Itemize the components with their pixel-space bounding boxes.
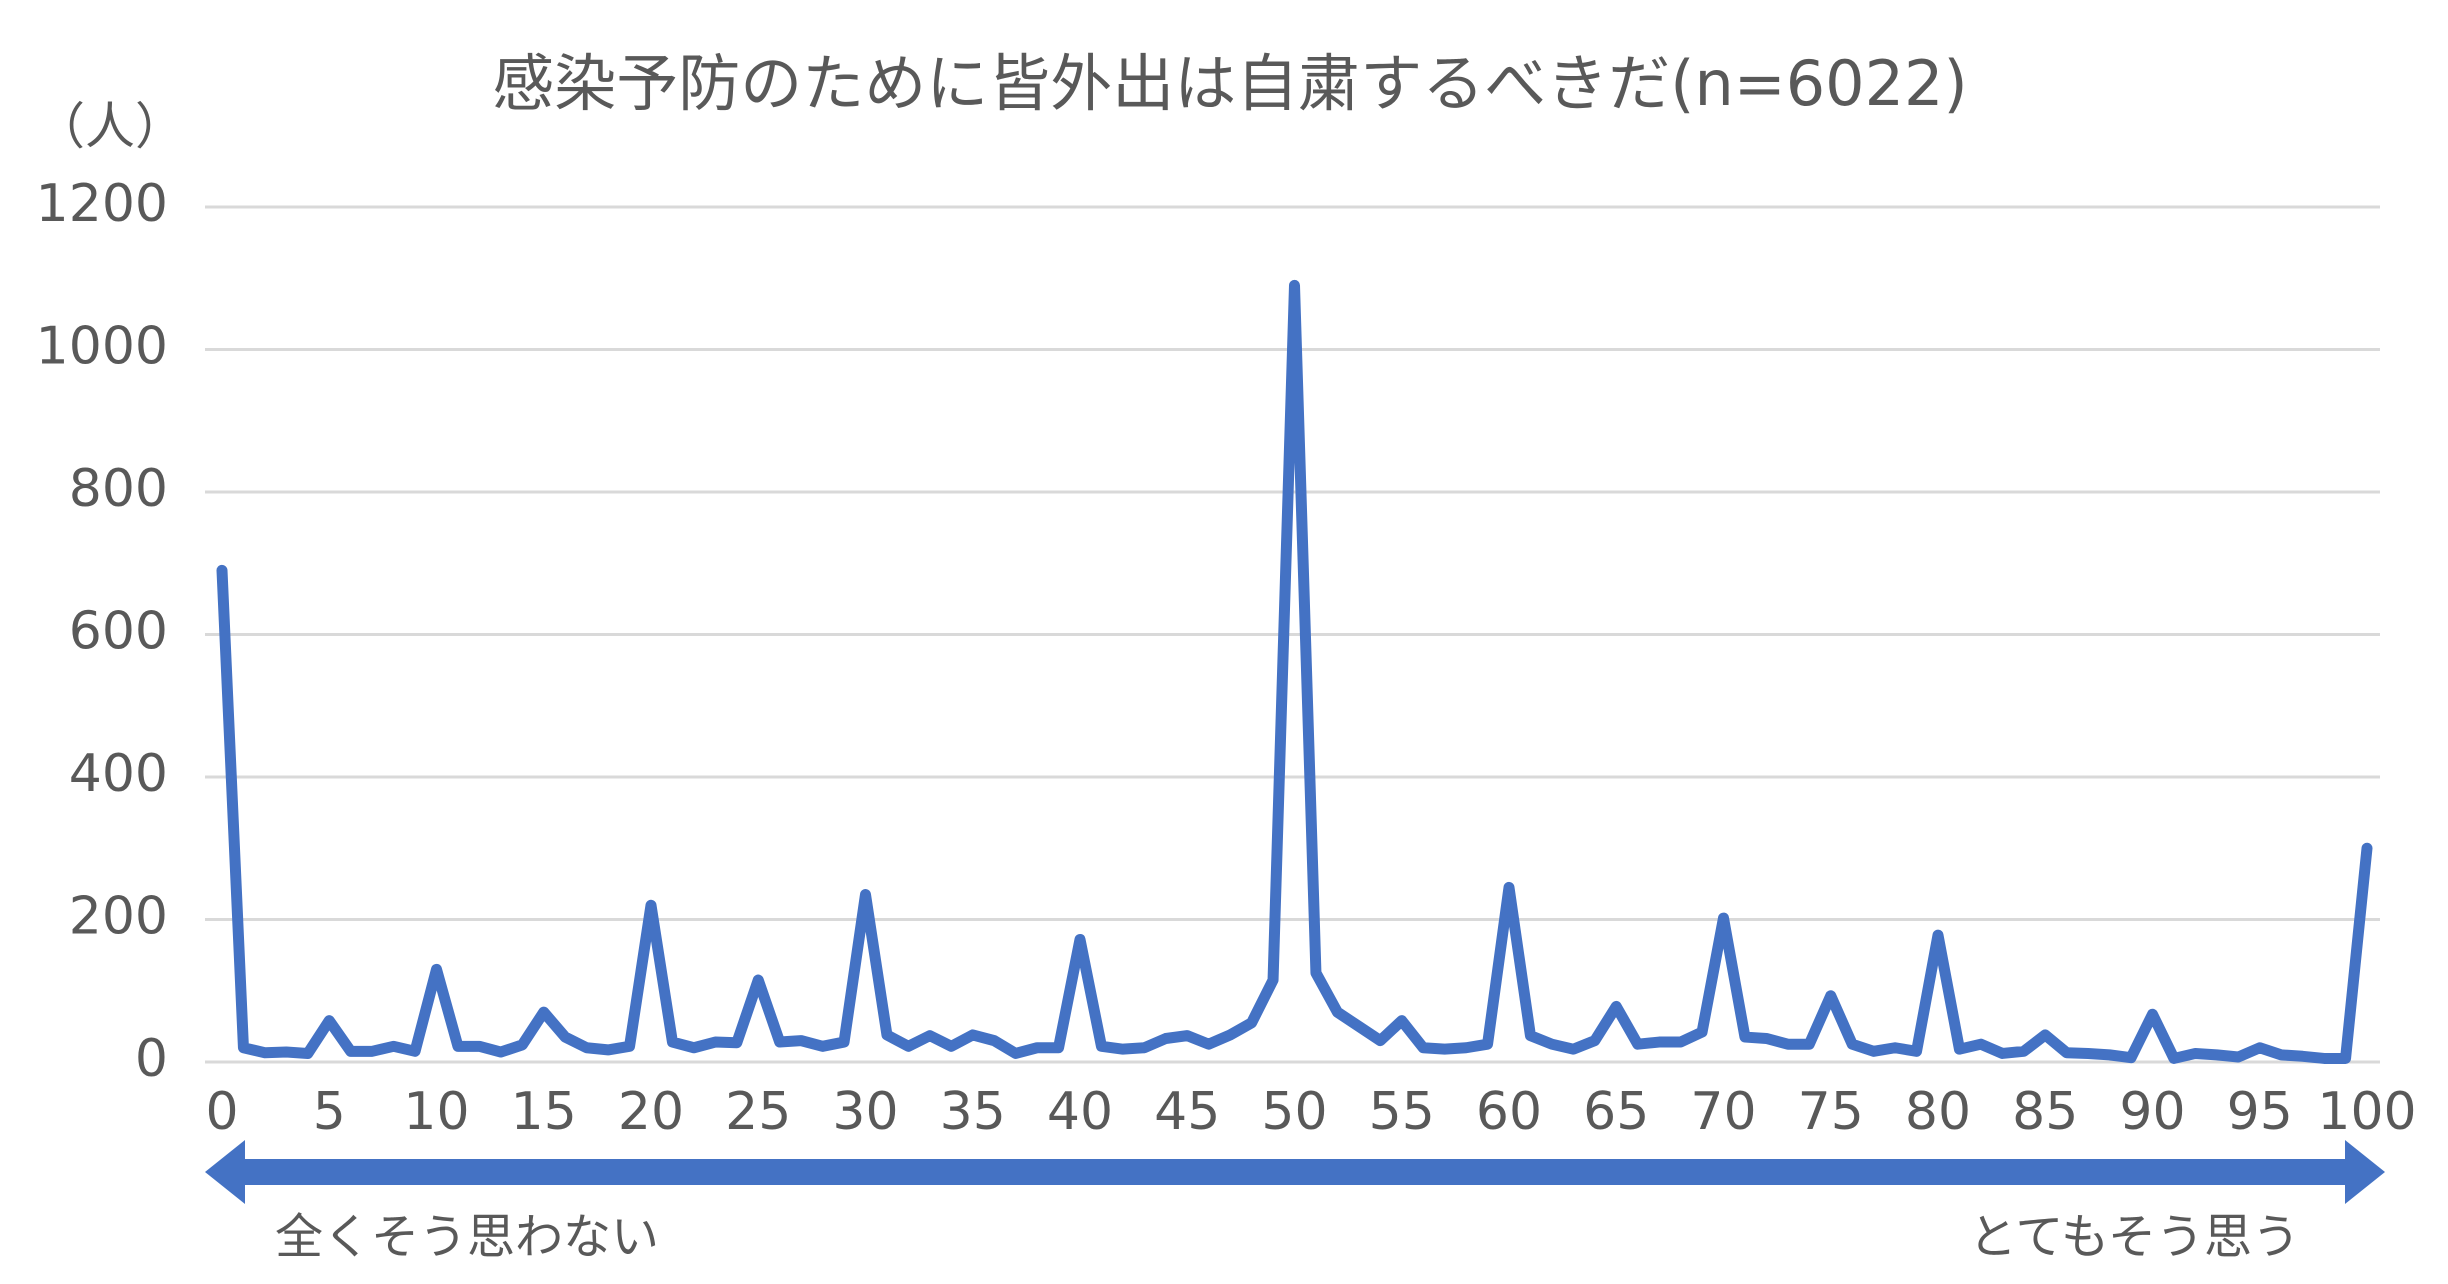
y-tick-label: 1200 xyxy=(36,174,168,234)
y-tick-label: 0 xyxy=(135,1029,168,1089)
x-tick-label: 75 xyxy=(1798,1082,1864,1142)
x-tick-label: 10 xyxy=(403,1082,469,1142)
x-tick-label: 65 xyxy=(1583,1082,1649,1142)
x-tick-label: 95 xyxy=(2227,1082,2293,1142)
x-tick-label: 15 xyxy=(511,1082,577,1142)
y-axis-label: （人） xyxy=(35,98,185,156)
x-tick-label: 45 xyxy=(1154,1082,1220,1142)
x-tick-label: 80 xyxy=(1905,1082,1971,1142)
x-tick-label: 25 xyxy=(725,1082,791,1142)
x-tick-label: 60 xyxy=(1476,1082,1542,1142)
x-tick-label: 70 xyxy=(1690,1082,1756,1142)
y-tick-label: 1000 xyxy=(36,317,168,377)
x-tick-label: 55 xyxy=(1369,1082,1435,1142)
x-tick-label: 40 xyxy=(1047,1082,1113,1142)
annotation-left: 全くそう思わない xyxy=(275,1209,659,1265)
x-tick-label: 20 xyxy=(618,1082,684,1142)
x-tick-label: 100 xyxy=(2317,1082,2416,1142)
data-line xyxy=(216,279,2373,1064)
x-tick-label: 50 xyxy=(1261,1082,1327,1142)
y-tick-label: 600 xyxy=(69,602,168,662)
annotation-right: とてもそう思う xyxy=(1969,1209,2300,1265)
x-tick-label: 90 xyxy=(2119,1082,2185,1142)
chart-title: 感染予防のために皆外出は自粛するべきだ(n=6022) xyxy=(492,47,1967,120)
y-tick-label: 800 xyxy=(69,459,168,519)
x-tick-label: 35 xyxy=(940,1082,1006,1142)
x-tick-label: 5 xyxy=(313,1082,346,1142)
y-tick-label: 400 xyxy=(69,744,168,804)
x-tick-label: 30 xyxy=(832,1082,898,1142)
x-tick-label: 85 xyxy=(2012,1082,2078,1142)
y-tick-label: 200 xyxy=(69,887,168,947)
x-tick-label: 0 xyxy=(205,1082,238,1142)
arrow xyxy=(205,1140,2385,1204)
